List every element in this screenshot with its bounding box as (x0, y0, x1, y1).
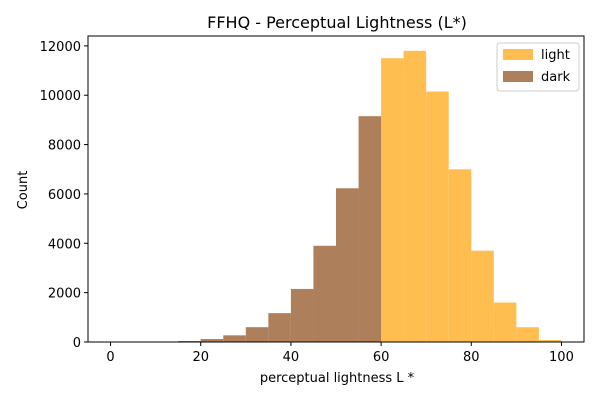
chart-title: FFHQ - Perceptual Lightness (L*) (207, 13, 467, 32)
x-tick-label-2: 40 (283, 350, 300, 365)
y-axis-label: Count (16, 171, 31, 210)
legend-label-dark: dark (541, 70, 571, 85)
x-tick-label-0: 0 (106, 350, 114, 365)
y-tick-label-3: 6000 (48, 188, 81, 203)
y-tick-label-1: 2000 (48, 287, 81, 302)
bar-dark-5 (223, 335, 246, 342)
y-tick-label-0: 0 (73, 336, 81, 351)
y-tick-label-6: 12000 (40, 40, 81, 55)
x-tick-label-1: 20 (192, 350, 209, 365)
bar-light-6 (516, 327, 539, 342)
legend-swatch-light (503, 49, 533, 60)
x-tick-label-5: 100 (549, 350, 574, 365)
bar-light-0 (381, 58, 404, 343)
y-axis: 0 2000 4000 6000 8000 10000 12000 (40, 40, 88, 351)
legend-label-light: light (541, 48, 570, 63)
bar-dark-4 (200, 339, 224, 342)
bar-light-1 (403, 50, 427, 343)
y-tick-label-4: 8000 (48, 139, 81, 154)
x-axis-label: perceptual lightness L * (260, 371, 415, 386)
bar-dark-8 (290, 288, 314, 342)
plot-frame (87, 35, 585, 343)
bar-light-4 (471, 250, 494, 342)
y-tick-label-5: 10000 (40, 89, 81, 104)
y-tick-label-2: 4000 (48, 237, 81, 252)
bar-light-5 (493, 302, 517, 342)
x-tick-label-4: 80 (463, 350, 480, 365)
legend-swatch-dark (503, 71, 533, 82)
bar-dark-7 (268, 313, 291, 342)
bar-light-7 (538, 340, 562, 342)
bar-dark-9 (313, 245, 336, 342)
bar-dark-6 (245, 327, 269, 342)
x-tick-label-3: 60 (373, 350, 390, 365)
bar-light-3 (448, 169, 472, 342)
bar-dark-10 (336, 188, 359, 342)
legend: light dark (496, 42, 580, 92)
x-axis: 0 20 40 60 80 100 (106, 342, 574, 365)
bars-layer (133, 50, 562, 343)
bar-dark-11 (358, 116, 382, 342)
bar-light-2 (426, 91, 449, 343)
